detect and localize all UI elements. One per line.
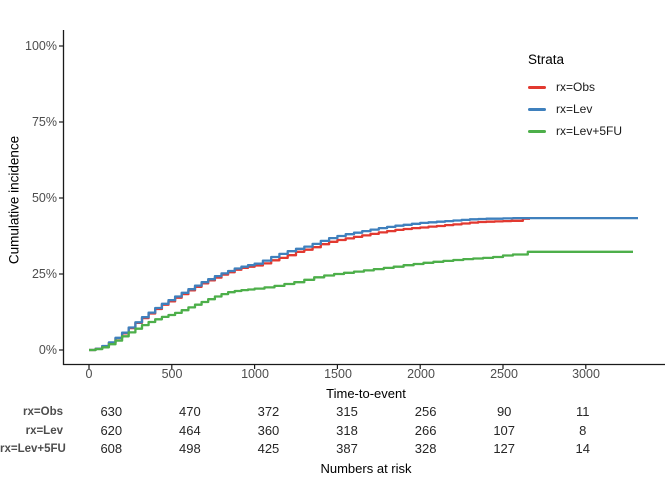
- lev-line-swatch-icon: [528, 107, 546, 111]
- risk-count: 127: [493, 441, 516, 456]
- y-tick-label-0: 0%: [38, 343, 57, 357]
- risk-count: 425: [257, 441, 280, 456]
- risk-count: 11: [576, 404, 590, 419]
- risk-count: 464: [179, 423, 201, 438]
- risk-row-cells: 630 470 372 315 256 90 11: [72, 405, 622, 419]
- risk-table-caption: Numbers at risk: [320, 461, 412, 476]
- risk-row-cells: 608 498 425 387 328 127 14: [72, 442, 622, 456]
- y-axis-title: Cumulative incidence: [6, 135, 22, 265]
- risk-count: 387: [336, 441, 358, 456]
- legend-item-obs: rx=Obs: [528, 80, 622, 94]
- legend: Strata rx=Obs rx=Lev rx=Lev+5FU: [528, 52, 622, 146]
- risk-row-label: rx=Obs: [23, 406, 63, 418]
- risk-count: 630: [100, 404, 123, 419]
- risk-row-label: rx=Lev: [25, 425, 63, 437]
- legend-item-lev5fu: rx=Lev+5FU: [528, 124, 622, 138]
- legend-label-obs: rx=Obs: [556, 80, 596, 94]
- risk-table-row-lev5fu: rx=Lev+5FU 608 498 425 387 328 127 14: [0, 442, 672, 456]
- risk-count: 266: [414, 423, 437, 438]
- risk-count: 256: [414, 404, 437, 419]
- y-tick-label-25: 25%: [31, 267, 57, 281]
- risk-table-row-obs: rx=Obs 630 470 372 315 256 90 11: [0, 405, 672, 419]
- obs-line-swatch-icon: [528, 85, 546, 89]
- risk-row-label: rx=Lev+5FU: [0, 443, 66, 455]
- x-tick-label-3000: 3000: [572, 367, 600, 381]
- legend-title: Strata: [528, 52, 565, 67]
- x-tick-label-0: 0: [85, 367, 93, 381]
- legend-item-lev: rx=Lev: [528, 102, 622, 116]
- x-tick-label-2500: 2500: [490, 367, 518, 381]
- x-tick-label-1500: 1500: [324, 367, 352, 381]
- x-tick-label-2000: 2000: [407, 367, 435, 381]
- risk-count: 315: [336, 404, 358, 419]
- curve-rx=Obs: [89, 217, 530, 352]
- lev5fu-line-swatch-icon: [528, 129, 546, 133]
- x-tick-label-1000: 1000: [241, 367, 269, 381]
- risk-count: 8: [579, 423, 587, 438]
- risk-count: 498: [179, 441, 201, 456]
- risk-count: 360: [257, 423, 280, 438]
- risk-row-cells: 620 464 360 318 266 107 8: [72, 424, 622, 438]
- curve-rx=Lev+5FU: [89, 250, 633, 352]
- risk-count: 328: [414, 441, 437, 456]
- y-tick-label-50: 50%: [31, 191, 57, 205]
- legend-label-lev: rx=Lev: [556, 102, 593, 116]
- legend-label-lev5fu: rx=Lev+5FU: [556, 124, 623, 138]
- risk-count: 318: [336, 423, 358, 438]
- x-tick-label-500: 500: [161, 367, 183, 381]
- risk-count: 372: [257, 404, 280, 419]
- risk-table-row-lev: rx=Lev 620 464 360 318 266 107 8: [0, 424, 672, 438]
- risk-count: 608: [100, 441, 123, 456]
- curve-rx=Lev: [89, 216, 638, 352]
- risk-count: 107: [493, 423, 516, 438]
- y-tick-label-100: 100%: [25, 39, 57, 53]
- risk-count: 470: [179, 404, 201, 419]
- y-tick-label-75: 75%: [31, 115, 57, 129]
- risk-count: 14: [575, 441, 590, 456]
- risk-count: 90: [496, 404, 512, 419]
- risk-count: 620: [100, 423, 123, 438]
- x-axis-title: Time-to-event: [326, 386, 406, 401]
